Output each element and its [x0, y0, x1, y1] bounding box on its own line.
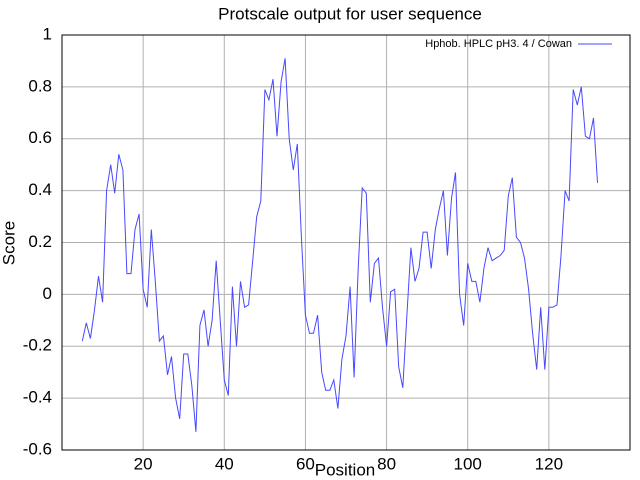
x-tick-label: 100: [454, 454, 482, 473]
x-tick-label: 60: [296, 454, 315, 473]
y-tick-label: -0.2: [23, 336, 52, 355]
x-tick-label: 20: [134, 454, 153, 473]
y-tick-label: 0: [43, 284, 52, 303]
y-tick-label: -0.6: [23, 439, 52, 458]
data-line: [81, 58, 598, 432]
x-tick-label: 80: [377, 454, 396, 473]
plot-frame: [61, 34, 631, 451]
y-tick-label: 0.2: [28, 232, 52, 251]
legend-label: Hphob. HPLC pH3. 4 / Cowan: [425, 38, 572, 50]
y-tick-label: -0.4: [23, 388, 52, 407]
y-tick-label: 0.6: [28, 128, 52, 147]
y-tick-label: 0.8: [28, 76, 52, 95]
x-tick-label: 120: [535, 454, 563, 473]
x-axis-label: Position: [315, 460, 375, 479]
y-axis-label: Score: [0, 221, 18, 265]
x-tick-label: 40: [215, 454, 234, 473]
chart-title: Protscale output for user sequence: [218, 4, 482, 23]
y-tick-label: 1: [43, 24, 52, 43]
y-tick-label: 0.4: [28, 180, 52, 199]
